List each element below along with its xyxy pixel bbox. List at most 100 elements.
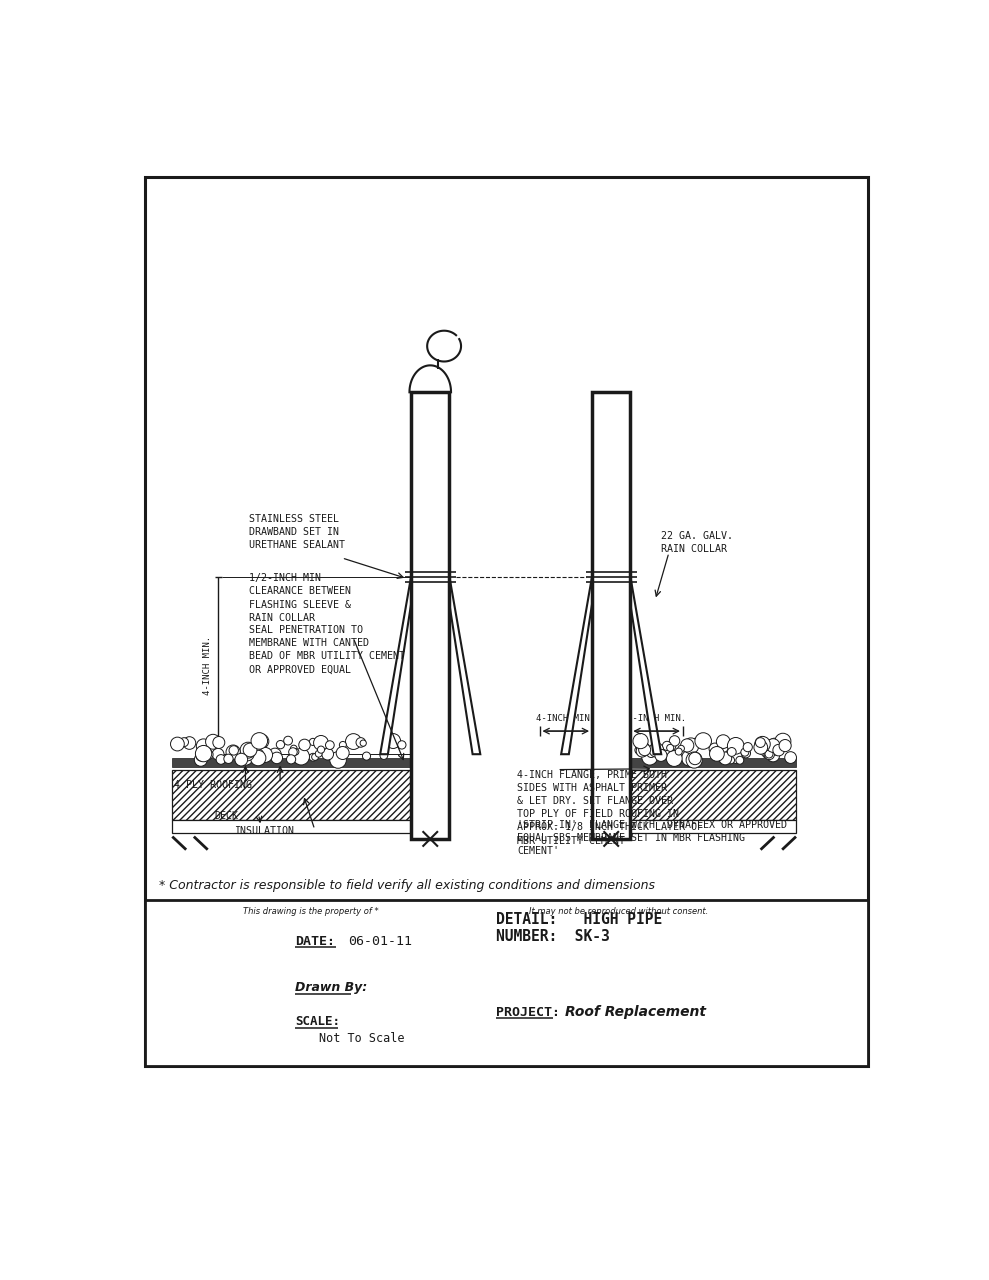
Circle shape (763, 750, 770, 758)
Text: DETAIL:   HIGH PIPE: DETAIL: HIGH PIPE (495, 913, 662, 927)
Circle shape (398, 741, 406, 749)
Bar (411, 392, 449, 838)
Circle shape (675, 748, 682, 755)
Circle shape (321, 749, 333, 760)
Circle shape (686, 751, 702, 768)
Circle shape (728, 737, 744, 754)
Circle shape (213, 736, 225, 749)
Circle shape (293, 749, 310, 765)
Circle shape (719, 753, 732, 765)
Circle shape (633, 733, 648, 749)
Circle shape (226, 745, 240, 759)
Circle shape (677, 745, 684, 751)
Circle shape (310, 739, 316, 745)
Circle shape (284, 736, 293, 745)
Bar (630, 758, 796, 767)
Text: NUMBER:  SK-3: NUMBER: SK-3 (495, 929, 609, 945)
Circle shape (635, 746, 644, 754)
Text: Roof Replacement: Roof Replacement (565, 1005, 706, 1019)
Text: DECK: DECK (215, 810, 238, 820)
Polygon shape (380, 577, 414, 754)
Circle shape (680, 739, 694, 751)
Circle shape (203, 750, 213, 759)
Circle shape (730, 750, 744, 764)
Circle shape (766, 749, 779, 762)
Text: 22 GA. GALV.
RAIN COLLAR: 22 GA. GALV. RAIN COLLAR (662, 531, 733, 554)
Text: STAINLESS STEEL
DRAWBAND SET IN
URETHANE SEALANT: STAINLESS STEEL DRAWBAND SET IN URETHANE… (249, 513, 345, 550)
Circle shape (727, 756, 735, 764)
Bar (172, 758, 411, 767)
Circle shape (681, 750, 697, 767)
Circle shape (695, 732, 711, 749)
Circle shape (768, 739, 781, 751)
Bar (172, 819, 411, 833)
Circle shape (688, 753, 701, 764)
Circle shape (647, 749, 656, 758)
Circle shape (784, 751, 796, 763)
Circle shape (170, 737, 184, 751)
Circle shape (763, 741, 774, 754)
Text: * Contractor is responsible to field verify all existing conditions and dimensio: * Contractor is responsible to field ver… (159, 878, 655, 892)
Text: 06-01-11: 06-01-11 (348, 934, 411, 947)
Circle shape (716, 735, 730, 749)
Circle shape (239, 751, 252, 765)
Circle shape (779, 740, 791, 751)
Bar (172, 769, 411, 819)
Circle shape (715, 740, 729, 753)
Bar (592, 392, 630, 838)
Circle shape (755, 736, 770, 751)
Circle shape (771, 742, 781, 753)
Circle shape (768, 740, 782, 755)
Circle shape (663, 741, 672, 750)
Circle shape (736, 756, 744, 764)
Circle shape (709, 744, 721, 754)
Text: 4-INCH MIN.: 4-INCH MIN. (204, 636, 213, 695)
Text: 4-INCH MIN.: 4-INCH MIN. (627, 714, 686, 723)
Circle shape (693, 737, 700, 745)
Circle shape (255, 735, 269, 749)
Text: 4-INCH MIN.: 4-INCH MIN. (536, 714, 595, 723)
Text: This drawing is the property of *: This drawing is the property of * (243, 906, 379, 915)
Circle shape (250, 750, 266, 765)
Circle shape (670, 736, 679, 746)
Circle shape (766, 739, 780, 753)
Circle shape (183, 737, 196, 749)
Circle shape (339, 741, 346, 749)
Circle shape (243, 744, 257, 756)
Circle shape (197, 739, 211, 753)
Circle shape (235, 753, 247, 765)
Circle shape (329, 751, 346, 768)
Circle shape (637, 739, 648, 749)
Circle shape (276, 741, 285, 749)
Circle shape (310, 754, 317, 762)
Circle shape (325, 741, 334, 750)
Circle shape (345, 733, 361, 750)
Circle shape (180, 737, 189, 746)
Circle shape (683, 737, 699, 754)
Circle shape (289, 748, 298, 756)
Circle shape (774, 733, 791, 749)
Circle shape (636, 742, 650, 755)
Circle shape (754, 741, 767, 754)
Circle shape (642, 749, 658, 765)
Circle shape (205, 741, 212, 748)
Circle shape (229, 746, 238, 755)
Circle shape (386, 733, 401, 749)
Circle shape (312, 754, 318, 760)
Circle shape (196, 750, 207, 762)
Circle shape (206, 735, 221, 749)
Circle shape (194, 753, 208, 767)
Circle shape (741, 749, 751, 758)
Text: DATE:: DATE: (296, 934, 335, 947)
Circle shape (743, 742, 753, 751)
Circle shape (336, 746, 349, 759)
Circle shape (636, 745, 648, 756)
Text: It may not be reproduced without consent.: It may not be reproduced without consent… (529, 906, 708, 915)
Circle shape (667, 750, 682, 767)
Circle shape (196, 745, 212, 762)
Circle shape (293, 749, 299, 755)
Circle shape (655, 749, 667, 762)
Text: 4-INCH FLANGE, PRIME BOTH
SIDES WITH ASPHALT PRIMER
& LET DRY. SET FLANGE OVER
T: 4-INCH FLANGE, PRIME BOTH SIDES WITH ASP… (517, 769, 703, 846)
Circle shape (291, 745, 297, 751)
Text: INSULATION: INSULATION (233, 826, 294, 836)
